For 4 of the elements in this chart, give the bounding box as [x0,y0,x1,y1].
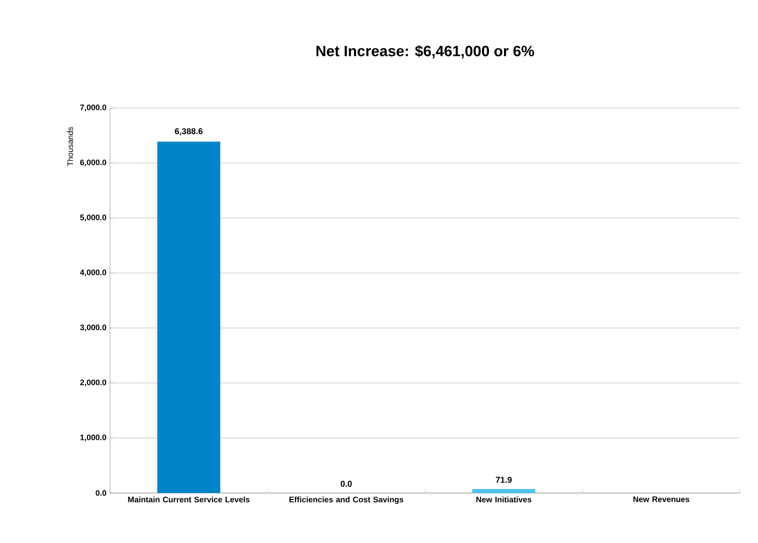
data-label: 6,388.6 [174,128,203,136]
data-label: 0.0 [340,480,352,487]
data-label: 71.9 [496,476,512,483]
chart-title: Net Increase: $6,461,000 or 6% [316,45,534,58]
